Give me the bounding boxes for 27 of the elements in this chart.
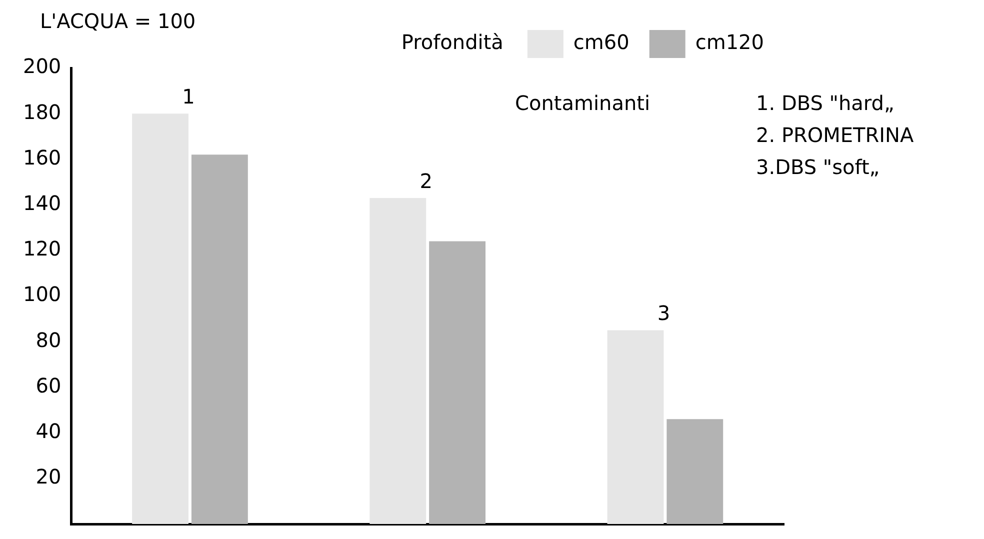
x-tick-label: 1 xyxy=(182,84,195,109)
legend-title: Profondità xyxy=(401,30,504,54)
annotation: Contaminanti xyxy=(515,91,650,115)
bar xyxy=(191,154,248,524)
bar xyxy=(607,330,664,524)
y-tick-label: 180 xyxy=(22,100,62,124)
bar xyxy=(429,241,486,524)
y-tick-label: 120 xyxy=(22,236,62,261)
y-tick-label: 200 xyxy=(22,54,62,78)
annotation: 2. PROMETRINA xyxy=(756,123,914,147)
y-tick-label: 160 xyxy=(22,145,62,170)
legend-label: cm120 xyxy=(695,30,764,54)
y-tick-label: 60 xyxy=(36,373,62,398)
y-tick-label: 40 xyxy=(36,419,62,444)
x-tick-label: 3 xyxy=(657,301,670,326)
y-tick-label: 80 xyxy=(36,328,62,352)
bar xyxy=(132,114,188,524)
x-tick-label: 2 xyxy=(420,168,432,193)
y-tick-label: 140 xyxy=(22,191,62,216)
y-axis-title: L'ACQUA = 100 xyxy=(40,9,196,33)
annotation: 1. DBS "hard„ xyxy=(756,91,894,115)
legend-label: cm60 xyxy=(573,30,630,54)
annotation: 3.DBS "soft„ xyxy=(756,155,880,179)
y-tick-label: 100 xyxy=(22,282,62,306)
bar xyxy=(370,198,426,524)
bar xyxy=(666,419,724,524)
y-tick-label: 20 xyxy=(36,464,62,489)
